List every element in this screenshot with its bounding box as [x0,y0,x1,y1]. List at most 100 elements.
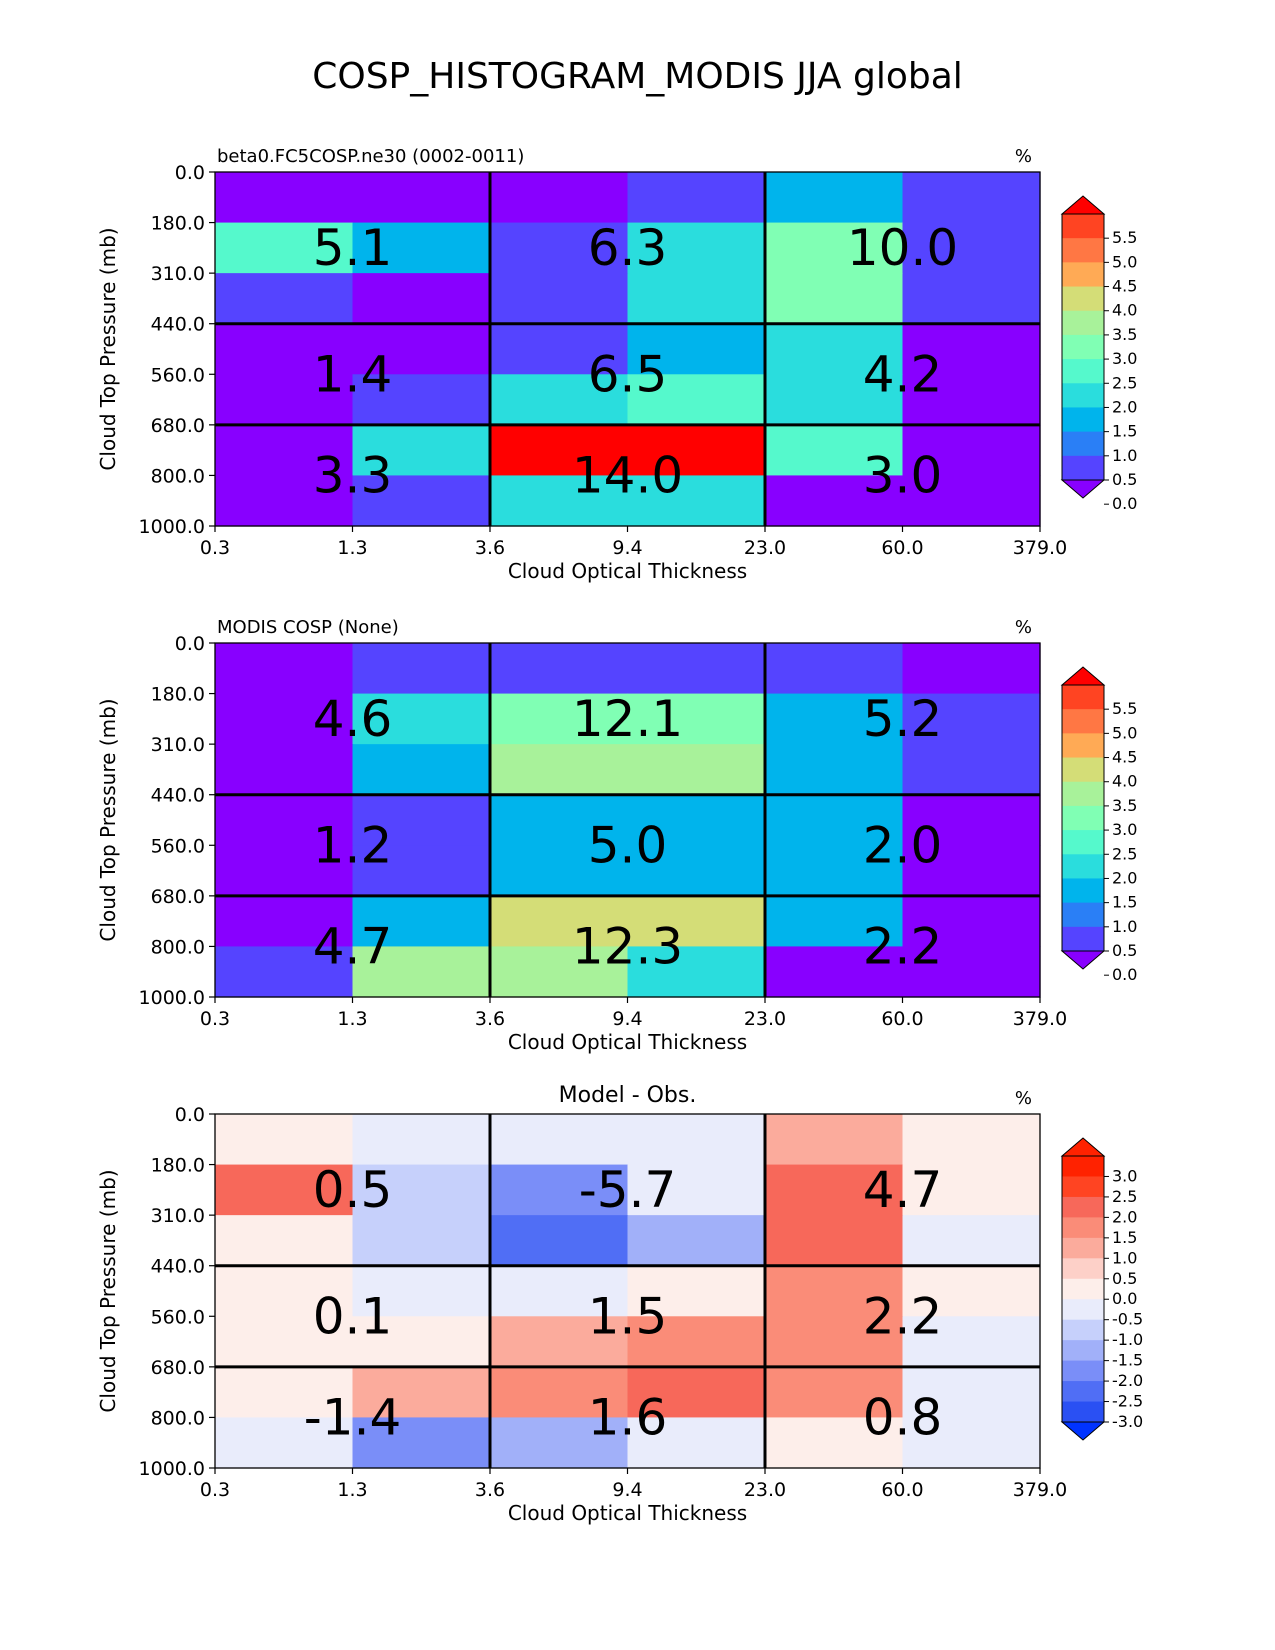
heatmap-cell [627,794,766,846]
heatmap-cell [352,475,491,527]
x-tick-label: 60.0 [881,537,923,559]
heatmap-cell [490,1164,629,1216]
heatmap-cell [902,1114,1041,1166]
group-value-label: 1.5 [588,1287,668,1345]
group-value-label: 14.0 [572,446,683,504]
heatmap-cell [627,1164,766,1216]
y-tick-label: 440.0 [151,785,205,807]
colorbar-tick-label: 1.0 [1112,446,1137,465]
colorbar-tick-label: 0.5 [1112,1269,1137,1288]
x-tick-label: 1.3 [337,1008,367,1030]
heatmap-cell [902,744,1041,796]
heatmap-cell [490,475,629,527]
heatmap-cell [490,1316,629,1368]
y-tick-label: 0.0 [175,1104,205,1126]
y-tick-label: 0.0 [175,633,205,655]
y-tick-label: 560.0 [151,364,205,386]
heatmap-cell [765,643,904,695]
colorbar-tick-label: 3.0 [1112,1166,1137,1185]
heatmap-cell [352,693,491,745]
heatmap-cell [352,1366,491,1419]
colorbar-frame [1061,1155,1105,1423]
x-tick-label: 9.4 [612,537,642,559]
colorbar-tick-label: 1.0 [1112,1248,1137,1267]
group-value-label: 6.3 [588,219,668,277]
colorbar-swatch [1062,1401,1104,1423]
x-tick-label: 0.3 [200,537,230,559]
panel-3: 0.5 -5.7 4.7 0.1 1.5 2.2 -1.4 1.6 0.8 0.3 1.3 3.6 9.… [96,1083,1143,1525]
heatmap-cell [765,744,904,796]
colorbar-swatch [1062,926,1104,952]
y-tick-label: 440.0 [151,1256,205,1278]
colorbar-tick-label: 2.0 [1112,1207,1137,1226]
heatmap-cell [627,1265,766,1317]
group-value-label: 3.3 [313,446,393,504]
colorbar-swatch [1062,214,1104,239]
heatmap-cell [627,946,766,998]
heatmap-cell [902,424,1041,477]
heatmap-cell [352,374,491,426]
heatmap-cell [627,895,766,948]
colorbar-swatch [1062,1217,1104,1239]
x-tick-label: 3.6 [475,1008,505,1030]
colorbar-tick-label: -0.5 [1112,1310,1143,1329]
colorbar-tick-label: -2.0 [1112,1371,1143,1390]
heatmap-cell [215,172,354,224]
heatmap-cell [902,643,1041,695]
colorbar-extend-min [1060,1421,1106,1441]
heatmap-cell [902,895,1041,948]
heatmap-cell [215,273,354,325]
heatmap-cell [215,1366,354,1419]
x-tick-label: 3.6 [475,1479,505,1501]
heatmap-cell [627,1417,766,1469]
colorbar-swatch [1062,902,1104,928]
heatmap-cell [490,794,629,846]
heatmap-cell [902,475,1041,527]
heatmap-cell [490,374,629,426]
x-tick-label: 9.4 [612,1479,642,1501]
colorbar-tick-label: 2.5 [1112,1187,1137,1206]
heatmap-cell [352,643,491,695]
colorbar-swatch [1062,1156,1104,1177]
heatmap-cell [352,424,491,477]
colorbar-tick-label: -1.0 [1112,1330,1143,1349]
heatmap-cell [765,1417,904,1469]
y-axis-label: Cloud Top Pressure (mb) [96,698,120,941]
heatmap-cell [490,424,629,477]
colorbar-swatch [1062,1360,1104,1382]
heatmap-cell [490,643,629,695]
colorbar-tick-label: 5.0 [1112,723,1137,742]
heatmap-cell [215,794,354,846]
heatmap-cell [490,895,629,948]
heatmap-cell [627,273,766,325]
heatmap-cell [352,1265,491,1317]
heatmap-cell [490,1215,629,1267]
x-tick-label: 0.3 [200,1008,230,1030]
x-tick-label: 1.3 [337,537,367,559]
group-value-label: 5.1 [313,219,393,277]
heatmap-cell [765,273,904,325]
colorbar: 5.5 5.0 4.5 4.0 3.5 3.0 2.5 2.0 1.5 1.0 0.5 0.0 [1060,195,1137,513]
x-tick-label: 9.4 [612,1008,642,1030]
x-axis-label: Cloud Optical Thickness [508,1030,747,1054]
heatmap-cell [215,475,354,527]
colorbar-tick-label: 4.5 [1112,277,1137,296]
colorbar-tick-label: -3.0 [1112,1412,1143,1431]
y-tick-label: 800.0 [151,1407,205,1429]
heatmap-cell [902,693,1041,745]
heatmap-cell [902,794,1041,846]
colorbar-tick-label: 1.5 [1112,422,1137,441]
heatmap-cell [490,693,629,745]
colorbar-swatch [1062,878,1104,904]
heatmap-cell [352,1215,491,1267]
group-value-label: 5.0 [588,816,668,874]
panel-subtitle-left: MODIS COSP (None) [217,617,399,638]
heatmap-cell [765,172,904,224]
heatmap-cell [215,1417,354,1469]
group-value-label: 2.2 [863,1287,943,1345]
colorbar-extend-min [1060,479,1106,499]
colorbar-frame [1061,213,1105,481]
heatmap-cell [215,744,354,796]
heatmap-cell [352,1114,491,1166]
